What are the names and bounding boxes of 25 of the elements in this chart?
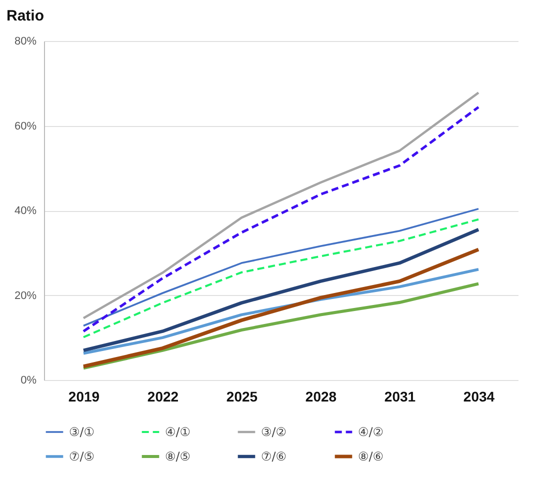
y-tick-label: 20% (14, 290, 37, 302)
legend-label: ⑦/⑤ (69, 450, 95, 464)
legend-label: ④/① (165, 425, 191, 439)
legend-label: ④/② (358, 425, 384, 439)
legend-label: ⑦/⑥ (261, 450, 287, 464)
y-tick-label: 60% (14, 120, 37, 132)
line-series (82, 228, 480, 352)
legend-label: ⑧/⑥ (358, 450, 384, 464)
line-series (82, 282, 480, 370)
line-series (82, 218, 480, 338)
x-tick-label: 2019 (68, 388, 100, 404)
x-tick-label: 2034 (463, 388, 495, 404)
y-tick-label: 80% (14, 36, 37, 48)
y-axis-title: Ratio (6, 8, 44, 24)
x-tick-label: 2022 (147, 388, 179, 404)
y-tick-label: 0% (20, 374, 37, 386)
legend-label: ③/① (69, 425, 95, 439)
legend-label: ③/② (261, 425, 287, 439)
y-tick-label: 40% (14, 205, 37, 217)
line-series (82, 208, 480, 327)
x-tick-label: 2031 (384, 388, 416, 404)
x-tick-label: 2025 (226, 388, 258, 404)
x-tick-label: 2028 (305, 388, 337, 404)
legend-label: ⑧/⑤ (165, 450, 191, 464)
line-series (82, 248, 480, 368)
